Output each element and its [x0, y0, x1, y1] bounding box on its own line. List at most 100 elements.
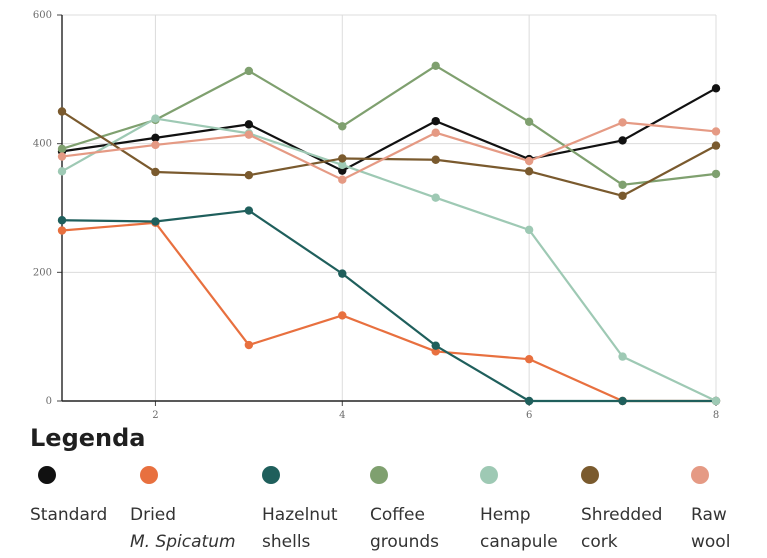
point-raw-wool-2 [151, 140, 160, 150]
point-coffee-grounds-7 [618, 180, 627, 190]
legend-label-hazelnut-line1: Hazelnut [262, 505, 338, 525]
point-coffee-grounds-5 [431, 61, 440, 71]
point-coffee-grounds-1 [57, 144, 67, 154]
legend-label-cork-line2: cork [581, 532, 618, 552]
legend-item-coffee-grounds: Coffee grounds [370, 466, 439, 556]
legend-swatch-shredded-cork [581, 466, 599, 484]
point-hemp-canapule-4 [338, 160, 347, 170]
point-coffee-grounds-8 [711, 169, 721, 179]
point-hazelnut-shells-5 [431, 341, 440, 350]
legend-item-standard: Standard [30, 466, 107, 529]
point-hemp-canapule-1 [57, 167, 67, 176]
point-raw-wool-7 [618, 118, 627, 127]
line-chart: 0 200 400 600 2 4 6 8 [33, 10, 721, 420]
legend-label-wool-line1: Raw [691, 505, 727, 525]
legend-label-shredded-cork: Shredded cork [581, 502, 662, 556]
point-raw-wool-5 [431, 128, 440, 137]
series-lines [57, 61, 721, 406]
point-hemp-canapule-2 [151, 114, 160, 123]
legend-swatch-hemp-canapule [480, 466, 498, 484]
point-shredded-cork-6 [524, 167, 534, 176]
point-shredded-cork-4 [338, 154, 347, 163]
point-raw-wool-3 [244, 130, 254, 139]
point-shredded-cork-5 [431, 155, 440, 164]
legend-item-hazelnut-shells: Hazelnut shells [262, 466, 338, 556]
legend-label-hazelnut-line2: shells [262, 532, 311, 552]
point-shredded-cork-1 [57, 107, 67, 116]
point-coffee-grounds-3 [244, 66, 254, 76]
point-raw-wool-4 [338, 175, 347, 184]
legend-item-raw-wool: Raw wool [691, 466, 730, 556]
y-tick-label-400: 400 [33, 139, 52, 150]
series-line-hazelnut-shells [61, 209, 716, 403]
point-shredded-cork-8 [711, 141, 721, 150]
legend-item-hemp-canapule: Hemp canapule [480, 466, 558, 556]
point-hemp-canapule-6 [524, 225, 534, 235]
tick-labels: 0 200 400 600 2 4 6 8 [33, 10, 719, 420]
legend-swatch-raw-wool [691, 466, 709, 484]
point-dried-m-spicatum-5 [431, 347, 440, 356]
legend-item-dried-m-spicatum: Dried M. Spicatum [130, 466, 236, 556]
point-hemp-canapule-7 [618, 352, 627, 361]
series-line-hemp-canapule [61, 117, 717, 402]
point-coffee-grounds-6 [524, 117, 534, 126]
point-hazelnut-shells-4 [338, 269, 347, 278]
series-line-dried-m-spicatum [61, 221, 716, 403]
point-hazelnut-shells-2 [151, 217, 160, 226]
x-tick-label-4: 4 [339, 410, 345, 420]
legend-label-coffee-grounds: Coffee grounds [370, 502, 439, 556]
point-standard-8 [711, 84, 721, 93]
x-tick-label-2: 2 [152, 410, 158, 420]
series-line-coffee-grounds [61, 64, 717, 186]
point-standard-5 [431, 116, 440, 126]
point-hazelnut-shells-1 [57, 216, 67, 225]
series-line-shredded-cork [61, 110, 717, 197]
point-shredded-cork-7 [618, 191, 627, 200]
x-tick-label-6: 6 [526, 410, 532, 420]
x-tick-label-8: 8 [713, 410, 719, 420]
series-line-raw-wool [61, 121, 717, 181]
point-dried-m-spicatum-1 [57, 226, 67, 235]
y-tick-label-200: 200 [33, 267, 52, 278]
point-hazelnut-shells-3 [244, 206, 254, 215]
point-coffee-grounds-4 [338, 122, 347, 131]
point-hemp-canapule-8 [711, 396, 721, 406]
legend-label-standard: Standard [30, 502, 107, 529]
point-raw-wool-6 [524, 156, 534, 166]
legend-swatch-coffee-grounds [370, 466, 388, 484]
y-tick-label-600: 600 [33, 10, 52, 21]
point-hazelnut-shells-7 [618, 396, 627, 406]
legend-label-hazelnut-shells: Hazelnut shells [262, 502, 338, 556]
legend-swatch-dried-m-spicatum [140, 466, 158, 484]
point-raw-wool-1 [57, 152, 67, 161]
legend-label-dried-m-spicatum: Dried M. Spicatum [130, 502, 236, 556]
legend-title: Legenda [30, 424, 146, 452]
legend-label-dried-line1: Dried [130, 505, 177, 525]
point-standard-7 [618, 136, 627, 145]
point-dried-m-spicatum-3 [244, 340, 254, 350]
legend-label-standard-line1: Standard [30, 505, 108, 525]
legend-label-hemp-line2: canapule [480, 532, 558, 552]
legend-label-wool-line2: wool [691, 532, 731, 552]
point-hazelnut-shells-6 [524, 396, 534, 406]
point-dried-m-spicatum-6 [524, 354, 534, 364]
point-shredded-cork-3 [244, 170, 254, 180]
grid-lines [62, 14, 717, 402]
legend-swatch-standard [38, 466, 56, 484]
point-standard-3 [244, 120, 254, 129]
legend-swatch-hazelnut-shells [262, 466, 280, 484]
legend-label-raw-wool: Raw wool [691, 502, 730, 556]
point-dried-m-spicatum-4 [338, 311, 347, 320]
legend-label-dried-line2: M. Spicatum [130, 532, 236, 552]
legend-label-hemp-line1: Hemp [480, 505, 531, 525]
point-hemp-canapule-5 [431, 193, 440, 202]
point-standard-2 [151, 133, 160, 143]
y-tick-label-0: 0 [46, 396, 52, 407]
legend-label-cork-line1: Shredded [581, 505, 663, 525]
point-standard-4 [338, 166, 347, 175]
legend-label-hemp-canapule: Hemp canapule [480, 502, 558, 556]
point-raw-wool-8 [711, 127, 721, 136]
legend-item-shredded-cork: Shredded cork [581, 466, 662, 556]
point-shredded-cork-2 [151, 167, 160, 177]
legend-label-coffee-line1: Coffee [370, 505, 425, 525]
